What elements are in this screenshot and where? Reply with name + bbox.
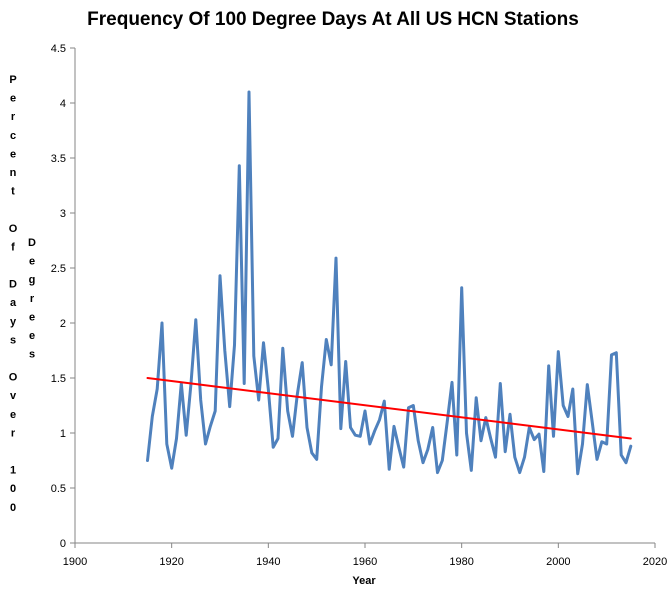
series-line [146, 90, 633, 476]
y-axis-label-letter: e [29, 330, 35, 342]
x-tick-label: 1960 [353, 556, 377, 568]
y-tick-label: 1 [60, 428, 66, 440]
x-axis-label: Year [352, 575, 376, 587]
y-axis-label-letter: e [29, 256, 35, 268]
chart-title: Frequency Of 100 Degree Days At All US H… [87, 9, 579, 30]
y-axis-label-letter: e [29, 311, 35, 323]
y-axis-label-letter: r [30, 293, 35, 305]
y-axis-label-letter: g [29, 274, 36, 286]
x-axis-ticks: 1900 1920 1940 1960 1980 2000 2020 [63, 543, 667, 568]
y-tick-label: 1.5 [51, 373, 66, 385]
trend-line [146, 377, 632, 440]
y-axis-label-word: Of [9, 223, 18, 254]
y-tick-label: 3.5 [51, 153, 66, 165]
y-axis-label-letter: a [10, 297, 17, 309]
x-tick-label: 1940 [256, 556, 280, 568]
y-axis-label-letter: e [10, 93, 16, 105]
y-axis-label-letter: D [9, 279, 17, 291]
y-axis-label-letter: y [10, 316, 17, 328]
y-tick-label: 3 [60, 208, 66, 220]
y-axis-label-word: 1 0 0 [10, 465, 16, 514]
data-series [146, 90, 633, 476]
y-axis-label-letter: 0 [10, 483, 16, 495]
y-axis-label-letter: n [10, 167, 17, 179]
y-axis-label-letter: 1 [10, 465, 16, 477]
x-tick-label: 2000 [546, 556, 570, 568]
y-tick-label: 0 [60, 538, 66, 550]
x-tick-label: 1900 [63, 556, 87, 568]
y-axis-ticks: 0 0.5 1 1.5 2 2.5 3 3.5 4 4.5 [51, 43, 75, 550]
x-tick-label: 2020 [643, 556, 667, 568]
y-axis-label-letter: r [11, 427, 16, 439]
x-tick-label: 1980 [449, 556, 473, 568]
y-axis-label-letter: c [10, 130, 16, 142]
y-tick-label: 4 [60, 98, 66, 110]
y-tick-label: 0.5 [51, 483, 66, 495]
y-axis-label-letter: r [11, 111, 16, 123]
axes [74, 48, 655, 544]
y-axis-label-letter: t [11, 186, 15, 198]
y-axis-label-letter: e [10, 148, 16, 160]
y-axis-label-letter: s [10, 334, 16, 346]
y-tick-label: 4.5 [51, 43, 66, 55]
y-tick-label: 2 [60, 318, 66, 330]
y-axis-label-letter: D [28, 237, 36, 249]
y-axis-label-letter: 0 [10, 502, 16, 514]
y-axis-label-letter: s [29, 349, 35, 361]
y-axis-label-word: Days [9, 279, 17, 347]
y-axis-label-letter: f [11, 241, 15, 253]
y-axis-label-letter: v [10, 390, 17, 402]
y-axis-label-letter: O [9, 223, 18, 235]
y-axis-label-letter: e [10, 409, 16, 421]
y-axis-label-letter: P [9, 74, 16, 86]
y-axis-label-letter: O [9, 372, 18, 384]
x-tick-label: 1920 [159, 556, 183, 568]
y-tick-label: 2.5 [51, 263, 66, 275]
